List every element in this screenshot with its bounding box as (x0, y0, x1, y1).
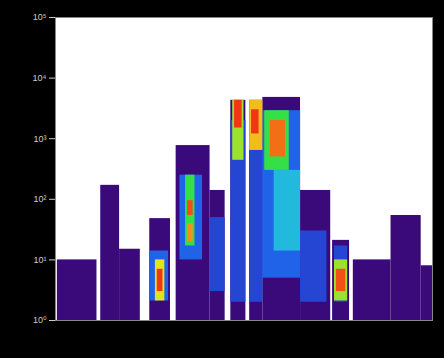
svg-text:10⁰: 10⁰ (33, 315, 47, 325)
svg-text:10³: 10³ (33, 134, 46, 144)
svg-text:10¹: 10¹ (33, 255, 46, 265)
svg-text:10⁵: 10⁵ (33, 12, 47, 22)
svg-text:10²: 10² (33, 194, 46, 204)
svg-text:10⁴: 10⁴ (33, 73, 47, 83)
